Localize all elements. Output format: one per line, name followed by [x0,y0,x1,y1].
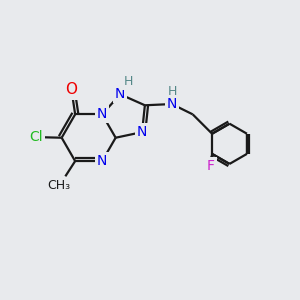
Text: H: H [168,85,177,98]
Text: N: N [97,154,107,168]
Text: N: N [167,97,177,111]
Text: N: N [137,125,147,139]
Text: H: H [124,75,134,88]
Text: N: N [97,107,107,122]
Text: Cl: Cl [29,130,43,144]
Text: CH₃: CH₃ [47,179,70,192]
Text: O: O [65,82,77,97]
Text: N: N [115,87,125,101]
Text: F: F [207,159,215,173]
